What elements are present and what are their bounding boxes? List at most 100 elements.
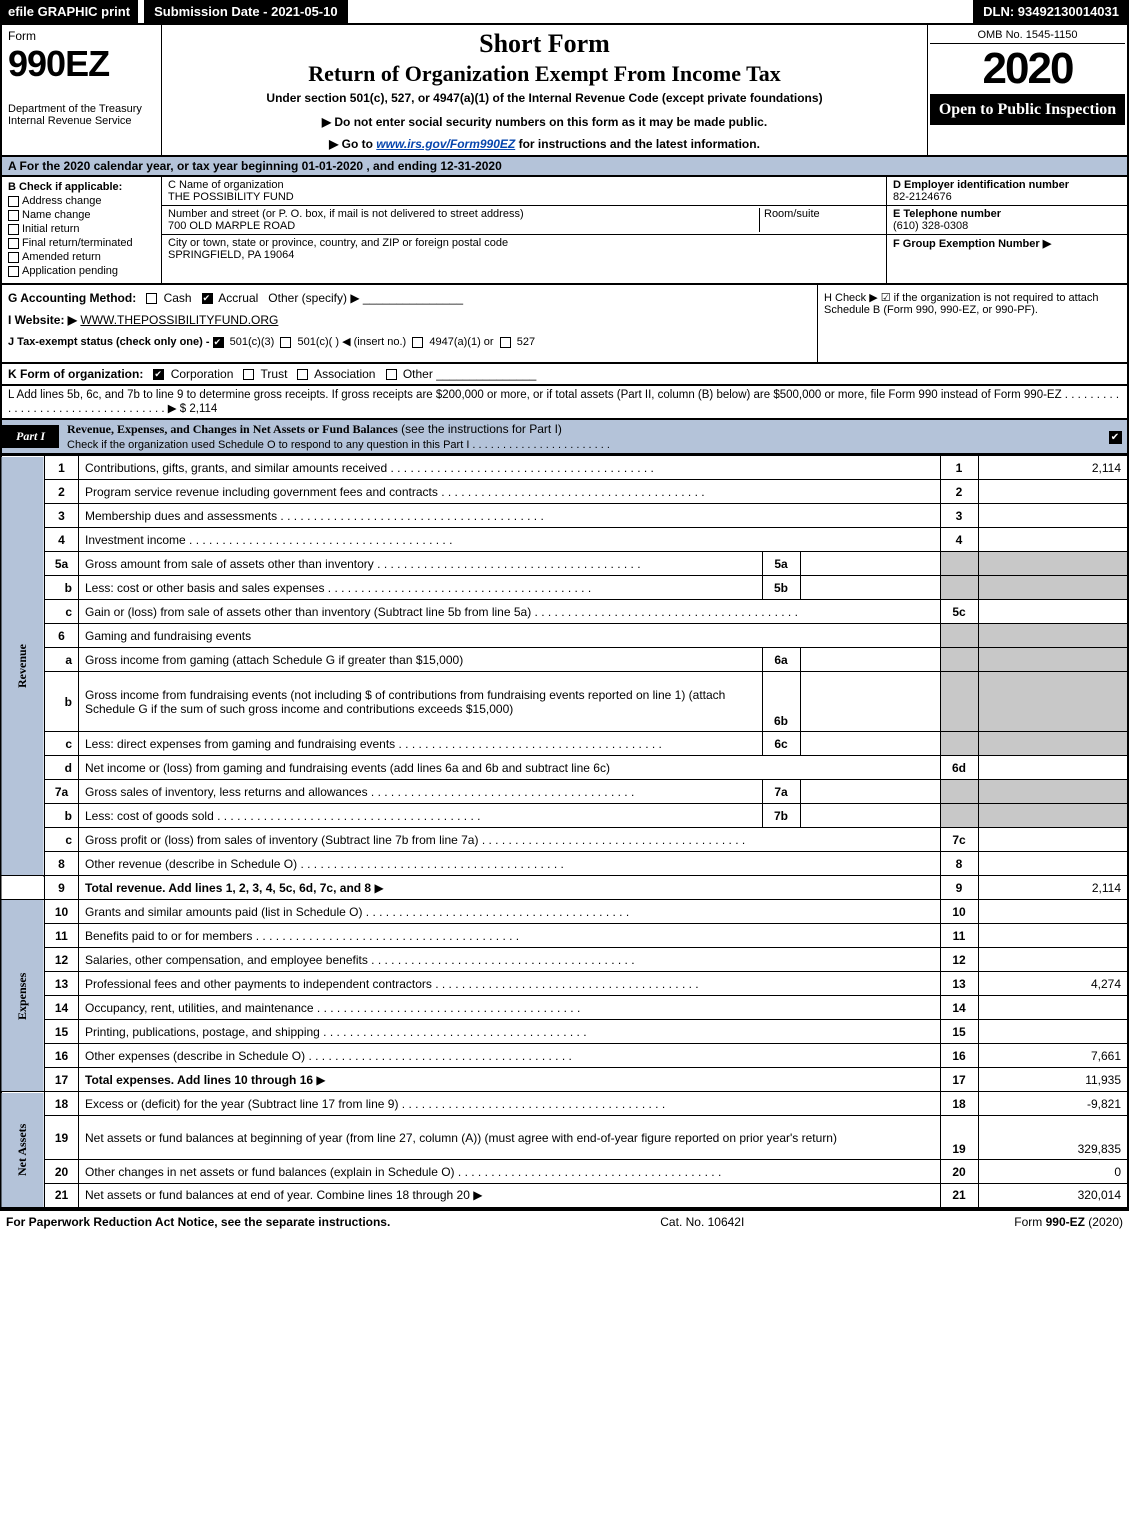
ln-7c-rv: [978, 828, 1128, 852]
chk-trust[interactable]: [243, 369, 254, 380]
row-17: 17 Total expenses. Add lines 10 through …: [1, 1068, 1128, 1092]
ln-16-rn: 16: [940, 1044, 978, 1068]
department-label: Department of the Treasury: [8, 103, 155, 115]
row-6: 6 Gaming and fundraising events: [1, 624, 1128, 648]
efile-print-button[interactable]: efile GRAPHIC print: [0, 0, 138, 23]
chk-other-org[interactable]: [386, 369, 397, 380]
ln-6a-mn: 6a: [762, 648, 800, 672]
ln-9-rn: 9: [940, 876, 978, 900]
ln-7a-rv-grey: [978, 780, 1128, 804]
ln-7b-desc: Less: cost of goods sold: [79, 804, 763, 828]
chk-application-pending[interactable]: [8, 266, 19, 277]
ln-5a-rn-grey: [940, 552, 978, 576]
ln-14-num: 14: [45, 996, 79, 1020]
footer-form-ref: Form 990-EZ (2020): [1014, 1215, 1123, 1229]
org-name-label: C Name of organization: [168, 179, 880, 191]
ln-6b-rn-grey: [940, 672, 978, 732]
chk-accrual[interactable]: ✔: [202, 293, 213, 304]
chk-amended-return[interactable]: [8, 252, 19, 263]
row-18: Net Assets 18 Excess or (deficit) for th…: [1, 1092, 1128, 1116]
tel-value: (610) 328-0308: [893, 220, 968, 232]
under-section-text: Under section 501(c), 527, or 4947(a)(1)…: [170, 91, 919, 105]
ln-4-num: 4: [45, 528, 79, 552]
part-1-title-bold: Revenue, Expenses, and Changes in Net As…: [67, 422, 398, 436]
website-label: I Website: ▶: [8, 313, 77, 327]
row-6d: d Net income or (loss) from gaming and f…: [1, 756, 1128, 780]
ln-5c-num: c: [45, 600, 79, 624]
irs-link[interactable]: www.irs.gov/Form990EZ: [376, 137, 515, 151]
chk-501c3[interactable]: ✔: [213, 337, 224, 348]
ln-20-rv: 0: [978, 1160, 1128, 1184]
part-1-header: Part I Revenue, Expenses, and Changes in…: [0, 420, 1129, 455]
ln-6-desc: Gaming and fundraising events: [79, 624, 941, 648]
lbl-501c3: 501(c)(3): [230, 336, 275, 348]
open-public-badge: Open to Public Inspection: [930, 94, 1125, 125]
ln-5a-mn: 5a: [762, 552, 800, 576]
chk-cash[interactable]: [146, 293, 157, 304]
ln-3-rv: [978, 504, 1128, 528]
ln-6c-num: c: [45, 732, 79, 756]
ln-6b-mn: 6b: [762, 672, 800, 732]
street-value: 700 OLD MARPLE ROAD: [168, 220, 295, 232]
row-7a: 7a Gross sales of inventory, less return…: [1, 780, 1128, 804]
ln-2-num: 2: [45, 480, 79, 504]
ln-11-rn: 11: [940, 924, 978, 948]
chk-name-change[interactable]: [8, 210, 19, 221]
ln-9-num: 9: [45, 876, 79, 900]
chk-corporation[interactable]: ✔: [153, 369, 164, 380]
side-revenue: Revenue: [1, 456, 45, 876]
ln-14-rv: [978, 996, 1128, 1020]
street-label: Number and street (or P. O. box, if mail…: [168, 208, 755, 220]
ln-6d-rv: [978, 756, 1128, 780]
ln-19-rv: 329,835: [978, 1116, 1128, 1160]
ln-6a-rv-grey: [978, 648, 1128, 672]
chk-4947[interactable]: [412, 337, 423, 348]
section-d-e-f: D Employer identification number 82-2124…: [887, 177, 1127, 283]
chk-527[interactable]: [500, 337, 511, 348]
tel-label: E Telephone number: [893, 208, 1121, 220]
no-ssn-warning: ▶ Do not enter social security numbers o…: [170, 115, 919, 129]
ln-21-num: 21: [45, 1184, 79, 1208]
ln-6b-num: b: [45, 672, 79, 732]
ln-7b-mn: 7b: [762, 804, 800, 828]
website-value[interactable]: WWW.THEPOSSIBILITYFUND.ORG: [80, 313, 278, 327]
chk-final-return[interactable]: [8, 238, 19, 249]
ln-12-rn: 12: [940, 948, 978, 972]
ln-5b-mv: [800, 576, 940, 600]
ln-2-rv: [978, 480, 1128, 504]
chk-501c[interactable]: [280, 337, 291, 348]
ln-5c-rv: [978, 600, 1128, 624]
ln-20-rn: 20: [940, 1160, 978, 1184]
part-1-schedule-o-check[interactable]: ✔: [1103, 429, 1127, 444]
chk-address-change[interactable]: [8, 196, 19, 207]
ln-21-rv: 320,014: [978, 1184, 1128, 1208]
ln-5b-rn-grey: [940, 576, 978, 600]
lbl-name-change: Name change: [22, 209, 91, 221]
row-6b: b Gross income from fundraising events (…: [1, 672, 1128, 732]
ln-3-num: 3: [45, 504, 79, 528]
row-6a: a Gross income from gaming (attach Sched…: [1, 648, 1128, 672]
header-center: Short Form Return of Organization Exempt…: [162, 25, 927, 155]
ln-10-rv: [978, 900, 1128, 924]
row-4: 4 Investment income 4: [1, 528, 1128, 552]
chk-initial-return[interactable]: [8, 224, 19, 235]
lbl-501c: 501(c)( ) ◀ (insert no.): [297, 336, 406, 348]
ln-1-rv: 2,114: [978, 456, 1128, 480]
ln-6a-rn-grey: [940, 648, 978, 672]
ln-16-desc: Other expenses (describe in Schedule O): [79, 1044, 941, 1068]
ln-6c-mn: 6c: [762, 732, 800, 756]
ln-12-desc: Salaries, other compensation, and employ…: [79, 948, 941, 972]
row-5a: 5a Gross amount from sale of assets othe…: [1, 552, 1128, 576]
row-13: 13 Professional fees and other payments …: [1, 972, 1128, 996]
ln-6a-desc: Gross income from gaming (attach Schedul…: [79, 648, 763, 672]
lbl-527: 527: [517, 336, 535, 348]
ln-6a-mv: [800, 648, 940, 672]
part-1-check-line: Check if the organization used Schedule …: [67, 439, 610, 451]
ln-6-rn-grey: [940, 624, 978, 648]
accounting-method-label: G Accounting Method:: [8, 291, 136, 305]
chk-association[interactable]: [297, 369, 308, 380]
ln-5b-mn: 5b: [762, 576, 800, 600]
ln-3-rn: 3: [940, 504, 978, 528]
org-name-value: THE POSSIBILITY FUND: [168, 191, 294, 203]
ln-7c-desc: Gross profit or (loss) from sales of inv…: [79, 828, 941, 852]
